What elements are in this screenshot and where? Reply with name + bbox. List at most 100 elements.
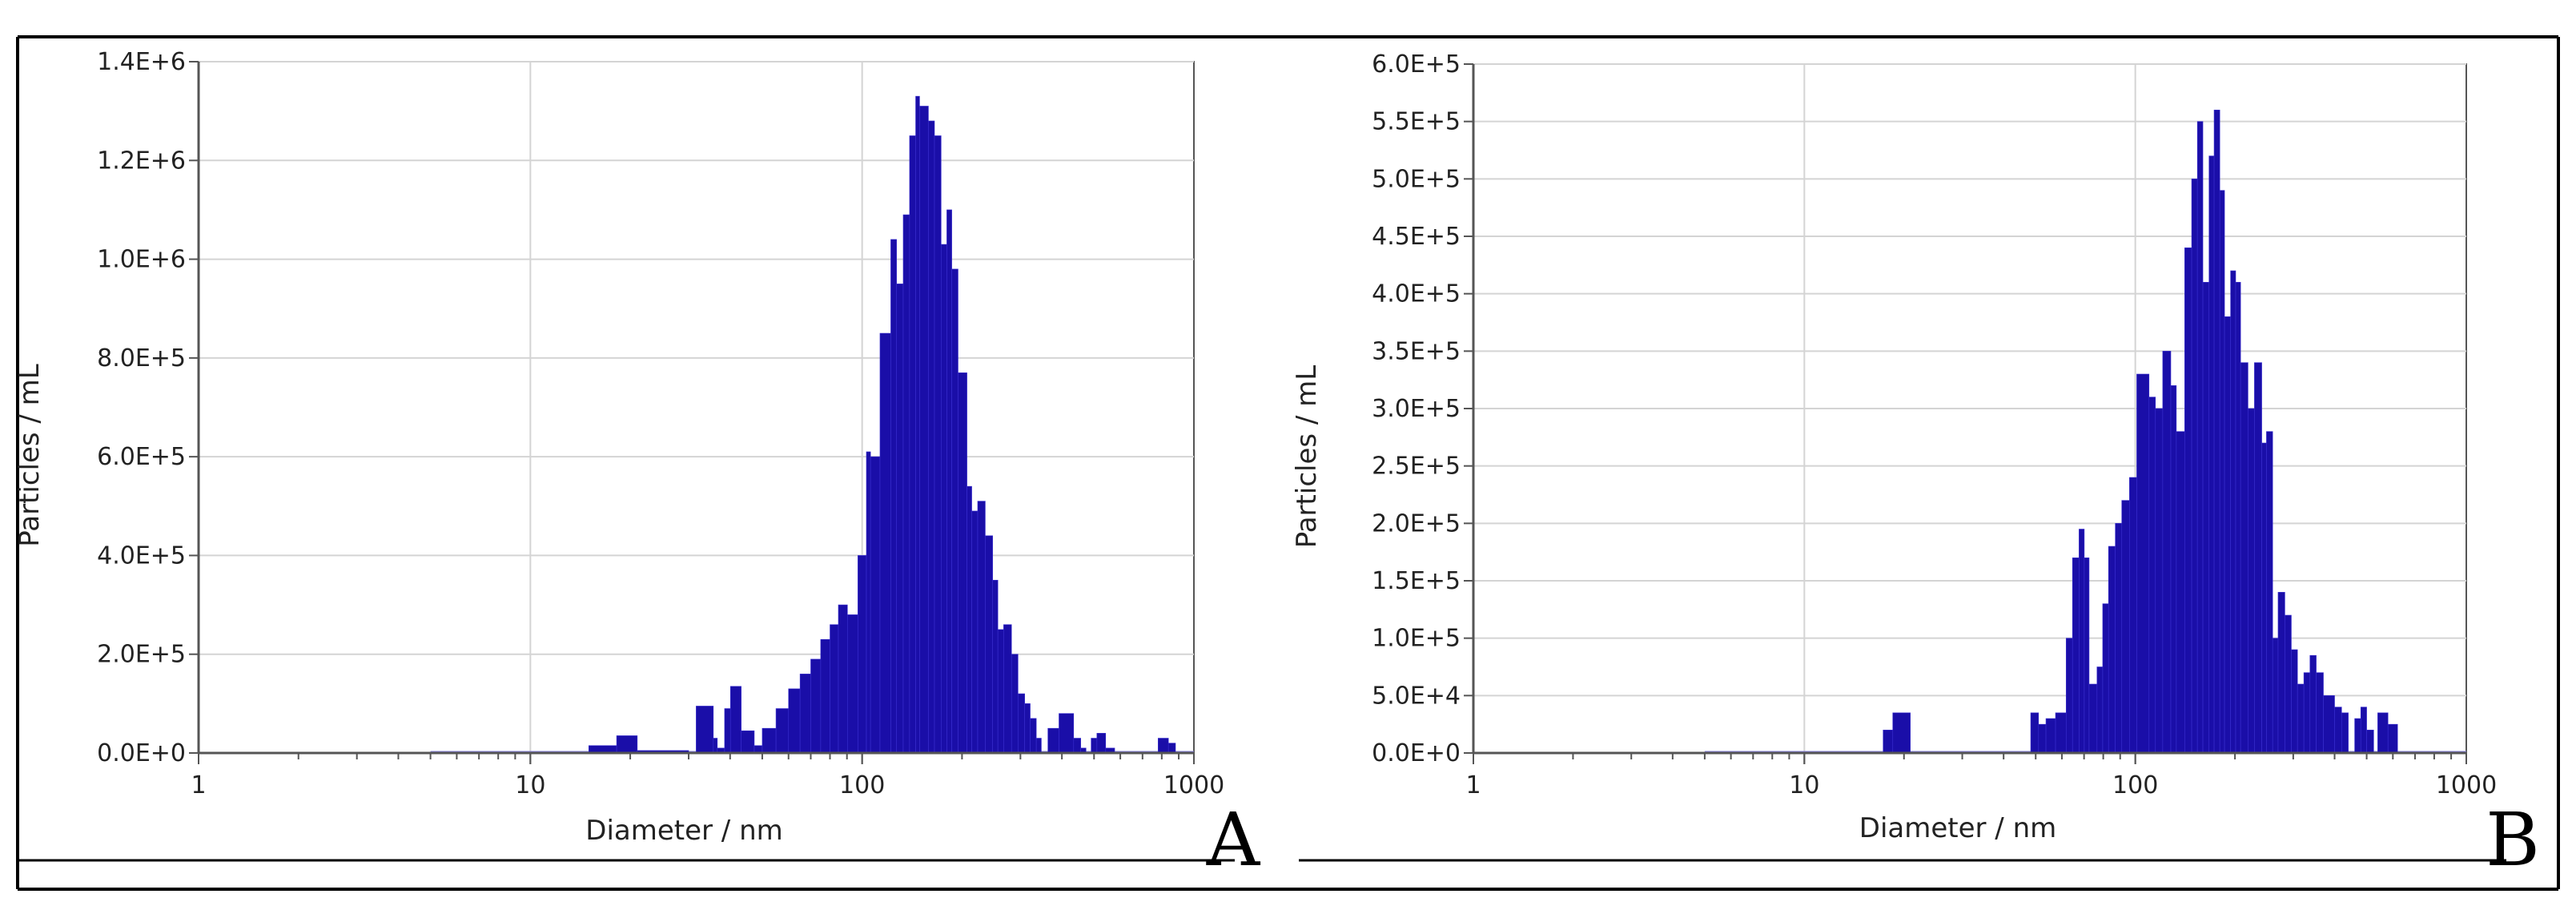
panel-b-bar bbox=[2297, 683, 2305, 754]
panel-a-bar bbox=[958, 372, 967, 754]
panel-a-bar bbox=[1096, 733, 1107, 754]
panel-a-bar bbox=[866, 451, 871, 754]
panel-b-bars bbox=[1883, 110, 2398, 754]
panel-b-bar bbox=[2115, 523, 2123, 754]
panel-b-bar bbox=[2224, 316, 2231, 754]
panel-b-bar bbox=[1883, 730, 1894, 754]
panel-b-bar bbox=[2240, 362, 2248, 754]
panel-b-bar bbox=[2088, 683, 2098, 754]
panel-b-bar bbox=[2291, 649, 2298, 754]
panel-a-bar bbox=[820, 638, 830, 754]
panel-b-bar bbox=[2366, 730, 2374, 754]
panel-b-bar bbox=[2096, 666, 2104, 754]
panel-b-x-axis-title: Diameter / nm bbox=[1859, 812, 2056, 844]
panel-b-y-tick-label: 2.5E+5 bbox=[1372, 453, 1461, 481]
panel-b-bar bbox=[2084, 558, 2090, 754]
panel-b-bar bbox=[2038, 723, 2047, 754]
panel-a-bar bbox=[946, 209, 952, 754]
panel-a-bar bbox=[940, 244, 947, 754]
panel-a-y-tick-label: 8.0E+5 bbox=[97, 344, 186, 372]
panel-a-y-axis-title: Particles / mL bbox=[14, 364, 46, 547]
panel-b-y-tick-label: 5.5E+5 bbox=[1372, 108, 1461, 136]
panel-a-bar bbox=[890, 239, 897, 754]
panel-a-bar bbox=[928, 120, 935, 754]
panel-a-bar bbox=[696, 706, 714, 754]
panel-b-bar bbox=[2129, 477, 2137, 754]
panel-a-bar bbox=[977, 501, 986, 754]
panel-b-y-tick-label: 1.0E+5 bbox=[1372, 625, 1461, 653]
panel-b-letter: B bbox=[2486, 797, 2540, 883]
panel-a-bar bbox=[870, 456, 881, 754]
panel-a-bar bbox=[858, 555, 867, 754]
panel-b-x-tick-label: 1 bbox=[1465, 771, 1481, 799]
panel-b-bar bbox=[2334, 707, 2342, 754]
panel-a-bar bbox=[1091, 738, 1098, 754]
panel-a-y-tick-label: 4.0E+5 bbox=[97, 542, 186, 570]
panel-b-y-tick-label: 5.0E+4 bbox=[1372, 682, 1461, 710]
panel-b-bar bbox=[2254, 362, 2262, 754]
panel-a-bar bbox=[1030, 718, 1037, 754]
panel-b-bar bbox=[2102, 603, 2109, 754]
panel-b-bar bbox=[2208, 155, 2215, 754]
panel-b-bar bbox=[2196, 121, 2204, 754]
panel-a-bar bbox=[971, 510, 979, 754]
panel-a-bar bbox=[997, 629, 1004, 754]
panel-b-y-tick-label: 5.0E+5 bbox=[1372, 165, 1461, 193]
panel-a-bar bbox=[915, 95, 920, 754]
panel-b-chart: 0.0E+0 5.0E+4 1.0E+5 1.5E+5 2.0E+5 2.5E+5 3.0E… bbox=[1291, 50, 2540, 883]
panel-a-bar bbox=[951, 268, 958, 754]
panel-a-y-tick-label: 6.0E+5 bbox=[97, 443, 186, 471]
panel-a-bar bbox=[847, 614, 858, 754]
panel-a-bar bbox=[985, 535, 993, 754]
panel-b-x-tick-label: 1000 bbox=[2436, 771, 2497, 799]
panel-b-bar bbox=[2303, 672, 2311, 754]
panel-b-bar bbox=[2030, 712, 2040, 754]
panel-b-bar bbox=[2316, 672, 2324, 754]
panel-b-x-tick-label: 100 bbox=[2112, 771, 2158, 799]
panels: 0.0E+0 2.0E+5 4.0E+5 6.0E+5 8.0E+5 1.0E+6 1.2E… bbox=[14, 48, 2540, 883]
panel-b-bar bbox=[2065, 638, 2073, 754]
panel-a-x-tick-label: 10 bbox=[515, 771, 545, 799]
panel-a-bar bbox=[1003, 624, 1012, 754]
panel-b-bar bbox=[2121, 500, 2130, 754]
panel-b-bar bbox=[2266, 431, 2273, 754]
panel-a-x-tick-label: 1000 bbox=[1163, 771, 1224, 799]
panel-a-bar bbox=[879, 332, 891, 754]
panel-b-bar bbox=[2170, 385, 2177, 754]
panel-a-letter: A bbox=[1206, 797, 1261, 883]
panel-a-bar bbox=[1047, 727, 1059, 754]
panel-b-bar bbox=[2248, 408, 2255, 754]
panel-b-y-tick-label: 6.0E+5 bbox=[1372, 50, 1461, 79]
panel-b-bar bbox=[2072, 558, 2080, 754]
panel-a-bar bbox=[1024, 703, 1031, 754]
panel-b-bar bbox=[2235, 282, 2241, 754]
panel-a-bar bbox=[1035, 738, 1042, 754]
panel-b-bar bbox=[2323, 695, 2335, 754]
panel-a-bar bbox=[713, 738, 718, 754]
panel-a-bar bbox=[729, 686, 741, 754]
panel-b-x-tick-label: 10 bbox=[1789, 771, 1819, 799]
panel-b-bar bbox=[2261, 442, 2267, 754]
panel-b-bar bbox=[2184, 248, 2192, 754]
panel-a-bar bbox=[724, 708, 731, 754]
panel-a-bar bbox=[902, 214, 910, 754]
panel-a-bar bbox=[992, 579, 999, 754]
panel-a-bar bbox=[1157, 738, 1169, 754]
panel-a-bar bbox=[909, 135, 916, 754]
panel-b-y-tick-label: 4.0E+5 bbox=[1372, 280, 1461, 308]
panel-a-bar bbox=[741, 730, 755, 754]
panel-b-bar bbox=[2108, 546, 2116, 754]
panel-b-bar bbox=[2387, 723, 2398, 754]
panel-b-y-axis-title: Particles / mL bbox=[1291, 365, 1323, 549]
panel-a-bar bbox=[762, 727, 777, 754]
panel-b-bar bbox=[2377, 712, 2389, 754]
panel-a-y-tick-label: 1.4E+6 bbox=[97, 48, 186, 76]
panel-b-bar bbox=[2202, 282, 2210, 754]
panel-b-bar bbox=[2285, 614, 2292, 754]
panel-b-y-tick-label: 3.0E+5 bbox=[1372, 395, 1461, 423]
panel-a-bar bbox=[775, 708, 790, 754]
panel-a-bar bbox=[1018, 693, 1025, 754]
panel-a-bar bbox=[934, 135, 942, 754]
